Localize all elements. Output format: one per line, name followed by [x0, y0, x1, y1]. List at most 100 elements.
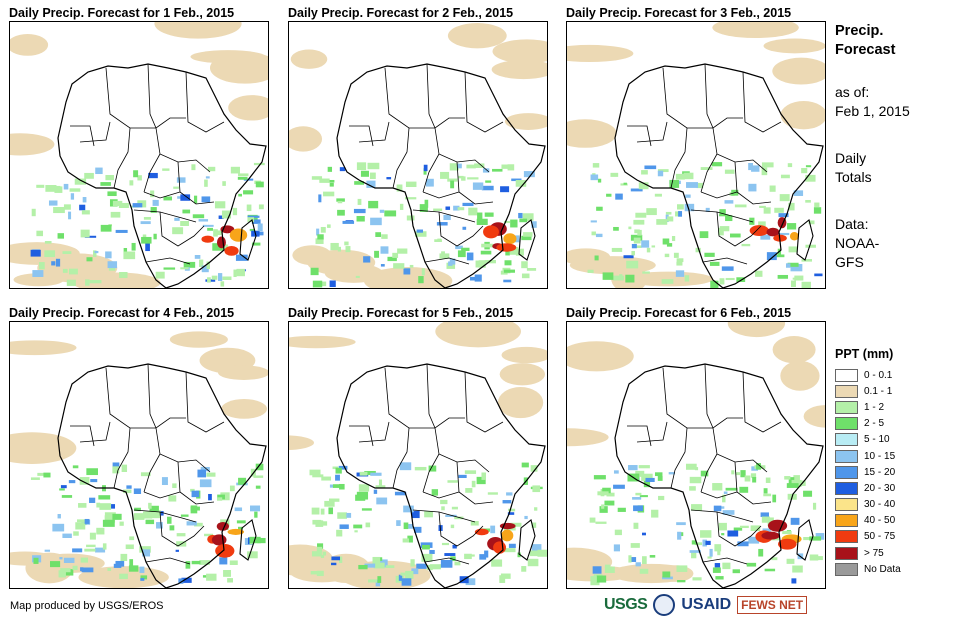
rain-cell: [385, 565, 395, 569]
rain-cell: [447, 178, 458, 182]
rain-cell: [69, 188, 81, 192]
rain-cell: [625, 274, 635, 283]
rain-cell: [735, 472, 740, 476]
rain-cell: [462, 202, 474, 207]
rain-cell: [74, 178, 87, 185]
legend-swatch: [835, 514, 858, 528]
rain-cell: [247, 215, 260, 218]
rain-cell: [36, 184, 45, 188]
rain-cell: [694, 467, 699, 471]
rain-cell: [145, 519, 155, 525]
rain-cell: [503, 269, 515, 273]
rain-cell: [443, 214, 451, 221]
rain-cell: [354, 181, 365, 185]
rain-cell: [321, 521, 328, 526]
rain-cell: [82, 197, 87, 203]
rain-cell: [601, 504, 605, 509]
legend-swatch: [835, 465, 858, 479]
country-border: [159, 511, 205, 547]
rain-cell: [208, 493, 212, 501]
rain-cell: [476, 218, 488, 225]
rain-cell: [70, 193, 75, 200]
rain-cell: [774, 254, 785, 258]
rain-cell: [590, 576, 597, 583]
country-border: [143, 453, 161, 493]
rain-cell: [724, 200, 734, 204]
rain-cell: [801, 259, 813, 262]
rain-cell: [353, 524, 363, 529]
rain-cell: [709, 548, 713, 557]
rain-cell: [777, 232, 790, 236]
rain-cell: [509, 246, 519, 255]
rain-cell: [115, 560, 125, 567]
rain-cell: [176, 533, 186, 537]
rain-cell: [95, 547, 106, 553]
rain-cell: [457, 207, 465, 211]
rain-cell: [758, 221, 766, 227]
rain-cell: [676, 261, 683, 266]
rain-cell: [506, 492, 513, 496]
rain-cell: [331, 556, 341, 561]
rain-cell: [741, 243, 751, 247]
country-border: [155, 127, 211, 173]
rain-cell: [428, 465, 437, 472]
rain-cell: [464, 553, 472, 560]
rain-cell: [662, 571, 671, 578]
rain-cell: [507, 512, 515, 515]
rain-cell: [360, 170, 369, 177]
rain-cell: [434, 239, 442, 242]
rain-cell: [403, 522, 409, 530]
rain-cell: [119, 521, 124, 526]
rain-cell: [336, 198, 345, 202]
dry-area-patch: [435, 322, 522, 348]
dry-area-patch: [492, 39, 547, 64]
rain-cell: [398, 574, 403, 581]
rain-cell: [805, 174, 816, 182]
heavy-rain-core: [227, 528, 245, 535]
rain-cell: [393, 263, 405, 269]
rain-cell: [373, 562, 385, 569]
rain-cell: [440, 171, 450, 179]
rain-cell: [30, 249, 41, 257]
totals-line-1: Daily: [835, 150, 867, 166]
rain-cell: [642, 532, 646, 536]
rain-cell: [604, 500, 615, 506]
rain-cell: [205, 176, 210, 179]
rain-cell: [229, 560, 238, 565]
rain-cell: [719, 209, 726, 215]
rain-cell: [194, 254, 201, 259]
dry-area-patch: [772, 57, 825, 85]
dry-area-patch: [497, 387, 544, 419]
rain-cell: [214, 201, 226, 209]
rain-cell: [765, 477, 771, 483]
rain-cell: [604, 566, 615, 573]
rain-cell: [750, 473, 757, 478]
rain-cell: [247, 551, 258, 559]
rain-cell: [112, 200, 123, 207]
legend-swatch: [835, 417, 858, 431]
rain-cell: [633, 219, 645, 225]
rain-cell: [327, 224, 331, 228]
country-border: [79, 421, 111, 443]
rain-cell: [119, 573, 128, 580]
rain-cell: [68, 480, 76, 484]
legend-label: 5 - 10: [864, 434, 890, 446]
rain-cell: [62, 251, 72, 254]
rain-cell: [623, 182, 627, 185]
rain-cell: [321, 476, 332, 481]
rain-cell: [458, 175, 464, 179]
rain-cell: [36, 230, 44, 237]
rain-cell: [462, 226, 467, 230]
rain-cell: [444, 553, 456, 556]
panel-title: Daily Precip. Forecast for 6 Feb., 2015: [566, 306, 792, 320]
rain-cell: [375, 485, 386, 489]
rain-cell: [364, 563, 376, 568]
rain-cell: [644, 165, 657, 170]
ppt-legend: PPT (mm) 0 - 0.1 0.1 - 1 1 - 2 2 - 5 5 - 10 1…: [835, 347, 960, 577]
rain-cell: [786, 483, 799, 488]
rain-cell: [99, 503, 112, 510]
rain-cell: [423, 168, 427, 175]
rain-cell: [364, 470, 376, 475]
rain-cell: [628, 555, 632, 563]
rain-cell: [748, 162, 753, 171]
